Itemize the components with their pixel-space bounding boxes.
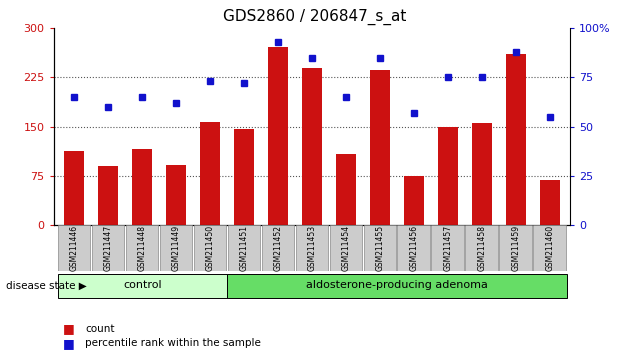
FancyBboxPatch shape bbox=[329, 225, 362, 271]
Text: count: count bbox=[85, 324, 115, 333]
Bar bbox=[64, 151, 84, 225]
FancyBboxPatch shape bbox=[295, 225, 328, 271]
Text: GSM211449: GSM211449 bbox=[171, 225, 180, 271]
Text: GSM211459: GSM211459 bbox=[512, 225, 520, 271]
Text: ■: ■ bbox=[63, 337, 75, 350]
FancyBboxPatch shape bbox=[500, 225, 532, 271]
FancyBboxPatch shape bbox=[91, 225, 124, 271]
FancyBboxPatch shape bbox=[227, 225, 260, 271]
Text: GSM211458: GSM211458 bbox=[478, 225, 486, 271]
Bar bbox=[404, 176, 424, 225]
Bar bbox=[200, 122, 220, 225]
Bar bbox=[98, 166, 118, 225]
Text: GSM211447: GSM211447 bbox=[103, 225, 112, 271]
Bar bbox=[227, 274, 567, 298]
FancyBboxPatch shape bbox=[466, 225, 498, 271]
FancyBboxPatch shape bbox=[398, 225, 430, 271]
FancyBboxPatch shape bbox=[261, 225, 294, 271]
Bar bbox=[539, 180, 560, 225]
Text: GSM211456: GSM211456 bbox=[410, 225, 418, 271]
Bar bbox=[268, 47, 288, 225]
FancyBboxPatch shape bbox=[432, 225, 464, 271]
Bar bbox=[438, 126, 458, 225]
Text: disease state ▶: disease state ▶ bbox=[6, 281, 87, 291]
Text: GDS2860 / 206847_s_at: GDS2860 / 206847_s_at bbox=[223, 9, 407, 25]
Bar bbox=[166, 165, 186, 225]
FancyBboxPatch shape bbox=[159, 225, 192, 271]
Text: GSM211450: GSM211450 bbox=[205, 225, 214, 271]
Text: GSM211454: GSM211454 bbox=[341, 225, 350, 271]
FancyBboxPatch shape bbox=[125, 225, 158, 271]
FancyBboxPatch shape bbox=[364, 225, 396, 271]
Text: aldosterone-producing adenoma: aldosterone-producing adenoma bbox=[306, 280, 488, 290]
FancyBboxPatch shape bbox=[57, 225, 90, 271]
Text: percentile rank within the sample: percentile rank within the sample bbox=[85, 338, 261, 348]
Text: GSM211460: GSM211460 bbox=[545, 225, 554, 271]
FancyBboxPatch shape bbox=[193, 225, 226, 271]
Bar bbox=[57, 274, 227, 298]
FancyBboxPatch shape bbox=[534, 225, 566, 271]
Text: GSM211451: GSM211451 bbox=[239, 225, 248, 271]
Bar bbox=[370, 70, 390, 225]
Bar bbox=[505, 54, 526, 225]
Bar bbox=[336, 154, 356, 225]
Text: control: control bbox=[123, 280, 161, 290]
Bar bbox=[472, 123, 492, 225]
Text: GSM211448: GSM211448 bbox=[137, 225, 146, 271]
Text: GSM211446: GSM211446 bbox=[69, 225, 79, 271]
Text: GSM211457: GSM211457 bbox=[444, 225, 452, 271]
Bar bbox=[234, 129, 254, 225]
Text: ■: ■ bbox=[63, 322, 75, 335]
Text: GSM211452: GSM211452 bbox=[273, 225, 282, 271]
Text: GSM211455: GSM211455 bbox=[375, 225, 384, 271]
Text: GSM211453: GSM211453 bbox=[307, 225, 316, 271]
Bar bbox=[132, 149, 152, 225]
Bar bbox=[302, 68, 322, 225]
